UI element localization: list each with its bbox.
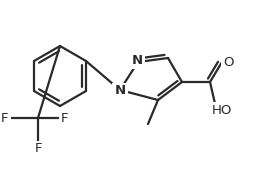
- Text: F: F: [34, 142, 42, 155]
- Text: N: N: [131, 55, 143, 67]
- Text: F: F: [61, 111, 69, 125]
- Text: N: N: [114, 84, 125, 98]
- Text: HO: HO: [212, 104, 232, 116]
- Text: F: F: [1, 111, 9, 125]
- Text: O: O: [223, 56, 233, 68]
